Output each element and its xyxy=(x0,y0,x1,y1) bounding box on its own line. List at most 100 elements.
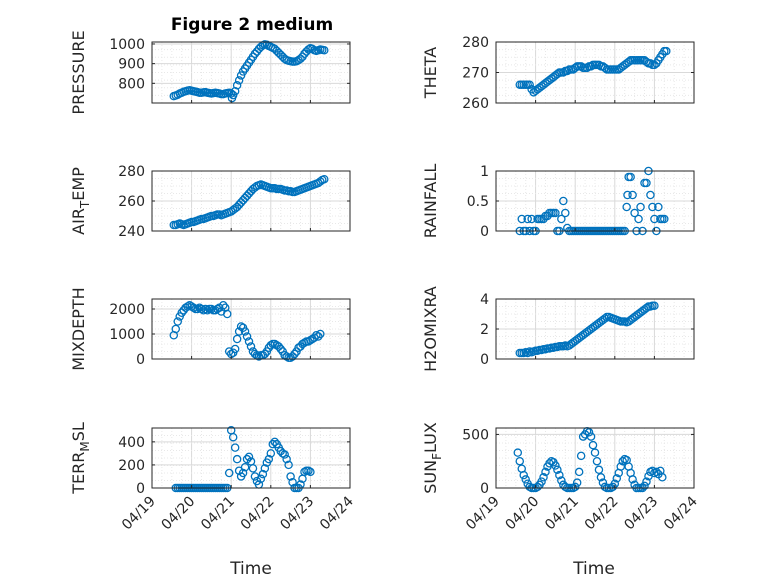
data-point xyxy=(266,449,276,458)
data-point xyxy=(654,202,663,212)
data-point xyxy=(586,432,596,441)
data-point xyxy=(553,69,562,79)
data-point xyxy=(320,46,329,55)
data-point xyxy=(193,304,202,314)
data-point xyxy=(230,443,240,452)
data-point xyxy=(561,208,570,218)
data-point xyxy=(527,214,536,224)
y-axis-label: THETA xyxy=(421,47,440,99)
data-point xyxy=(282,352,291,361)
data-point xyxy=(584,428,594,437)
data-point xyxy=(290,349,299,359)
data-point xyxy=(207,304,216,314)
data-point xyxy=(622,202,631,212)
data-point xyxy=(623,190,632,200)
y-tick-label: 800 xyxy=(118,76,145,92)
data-point xyxy=(173,317,182,326)
y-axis-label: AIRTEMP xyxy=(69,167,92,235)
data-point xyxy=(246,342,256,351)
data-point xyxy=(280,450,289,459)
data-point xyxy=(658,473,667,482)
data-point xyxy=(240,327,250,336)
data-point xyxy=(282,454,291,464)
data-point xyxy=(592,456,602,466)
data-point xyxy=(660,214,669,224)
data-point xyxy=(189,303,198,312)
data-point xyxy=(308,44,317,54)
data-point xyxy=(576,62,586,71)
y-tick-label: 280 xyxy=(462,35,489,51)
data-point xyxy=(276,344,285,354)
data-point xyxy=(662,46,671,56)
data-point xyxy=(515,456,525,466)
y-tick-label: 400 xyxy=(118,435,145,451)
data-point xyxy=(316,329,325,339)
data-point xyxy=(596,473,606,482)
data-point xyxy=(521,475,530,484)
y-tick-label: 0 xyxy=(480,481,489,497)
data-point xyxy=(244,452,254,462)
y-tick-label: 2000 xyxy=(109,302,145,318)
y-tick-label: 1000 xyxy=(109,327,145,343)
x-axis-label-left: Time xyxy=(229,559,272,579)
data-point xyxy=(570,63,580,73)
data-point xyxy=(541,467,550,477)
data-point xyxy=(576,451,586,461)
data-point xyxy=(314,332,323,341)
subplot-4: 0 0.5 1 RAINFALL xyxy=(421,164,695,240)
data-point xyxy=(219,300,228,310)
y-tick-label: 270 xyxy=(462,66,489,82)
data-point xyxy=(559,196,568,206)
y-tick-label: 260 xyxy=(118,194,145,210)
data-point xyxy=(228,90,238,100)
y-tick-label: 900 xyxy=(118,57,145,73)
x-axis-label-right: Time xyxy=(572,559,615,579)
subplot-6: 0 2 4 H2OMIXRA xyxy=(421,286,695,372)
subplot-1: 800 900 1000 PRESSURE xyxy=(69,30,351,115)
data-point xyxy=(248,464,258,473)
data-point xyxy=(236,71,246,80)
data-point xyxy=(224,468,234,478)
y-axis-label: RAINFALL xyxy=(421,164,440,239)
axes-box xyxy=(151,427,351,489)
y-tick-label: 0 xyxy=(480,224,489,240)
y-tick-label: 1000 xyxy=(109,37,145,53)
data-point xyxy=(519,470,528,480)
data-point xyxy=(553,465,562,475)
data-point xyxy=(260,349,270,359)
y-axis-label: PRESSURE xyxy=(69,30,88,114)
subplot-5: 0 1000 2000 MIXDEPTH xyxy=(69,287,351,371)
data-point xyxy=(630,208,639,218)
data-point xyxy=(258,469,268,479)
data-point xyxy=(199,305,208,315)
axes-box xyxy=(151,298,351,360)
data-point xyxy=(266,340,276,350)
data-point xyxy=(517,214,526,224)
data-point xyxy=(270,437,280,447)
data-point xyxy=(652,467,661,477)
data-point xyxy=(600,314,610,323)
data-point xyxy=(234,76,244,85)
y-tick-label: 500 xyxy=(462,427,489,443)
data-point xyxy=(230,86,240,96)
data-point xyxy=(183,302,192,311)
y-tick-label: 2 xyxy=(480,322,489,338)
data-point xyxy=(557,476,566,485)
data-point xyxy=(232,81,242,90)
y-tick-label: 280 xyxy=(118,164,145,180)
data-point xyxy=(197,304,206,314)
y-tick-label: 200 xyxy=(118,458,145,474)
y-tick-label: 0 xyxy=(136,481,145,497)
data-point xyxy=(523,348,532,358)
data-point xyxy=(232,454,242,464)
y-tick-label: 240 xyxy=(118,224,145,240)
data-point xyxy=(636,202,645,212)
data-point xyxy=(588,440,598,450)
subplot-2: 260 270 280 THETA xyxy=(421,35,695,112)
data-point xyxy=(539,473,548,482)
data-point xyxy=(650,214,659,224)
data-point xyxy=(646,190,655,200)
data-point xyxy=(551,461,560,470)
y-axis-label: H2OMIXRA xyxy=(421,286,440,372)
